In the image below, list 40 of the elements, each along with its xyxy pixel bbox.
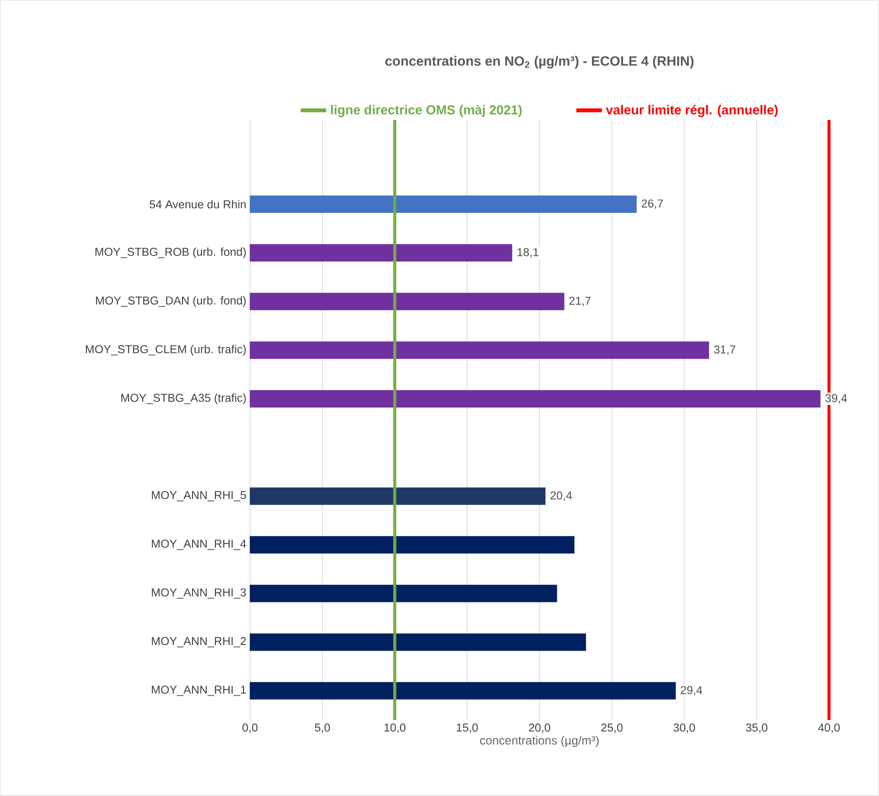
- y-tick-label: MOY_STBG_ROB (urb. fond): [95, 248, 246, 258]
- bar: [250, 633, 586, 651]
- x-tick-label: 5,0: [314, 724, 330, 733]
- y-tick-label: MOY_ANN_RHI_2: [152, 637, 246, 648]
- x-tick-label: 30,0: [674, 724, 695, 733]
- ref-line-label: ligne directrice OMS (màj 2021): [331, 104, 522, 118]
- chart-title: concentrations en NO$_{2}$ (µg/m³) - ECOLE 4 (RHIN): [385, 56, 694, 68]
- y-tick-label: MOY_ANN_RHI_1: [152, 686, 246, 696]
- bar: [250, 584, 558, 602]
- x-tick-label: 15,0: [456, 724, 478, 733]
- data-label: 31,7: [714, 345, 736, 355]
- bar: [250, 244, 512, 262]
- y-tick-label: MOY_ANN_RHI_4: [152, 540, 246, 550]
- x-tick-label: 0,0: [242, 724, 258, 733]
- bar: [250, 536, 574, 554]
- bar: [250, 341, 710, 359]
- x-tick-label: 25,0: [601, 724, 623, 733]
- bar: [250, 292, 564, 310]
- y-tick-label: MOY_STBG_A35 (trafic): [121, 393, 246, 404]
- data-label: 39,4: [825, 394, 847, 404]
- data-label: 20,4: [550, 491, 572, 501]
- y-tick-label: MOY_ANN_RHI_5: [152, 491, 246, 502]
- x-tick-label: 40,0: [818, 724, 840, 733]
- data-label: 26,7: [642, 199, 663, 209]
- x-tick-label: 35,0: [746, 724, 768, 733]
- x-tick-label: 10,0: [384, 724, 406, 733]
- bar: [250, 195, 637, 213]
- ref-line-label: valeur limite régl. (annuelle): [606, 104, 778, 118]
- data-label: 18,1: [518, 248, 538, 258]
- y-tick-label: MOY_STBG_DAN (urb. fond): [96, 296, 246, 307]
- data-label: 21,7: [569, 296, 591, 306]
- y-tick-label: MOY_STBG_CLEM (urb. trafic): [86, 344, 246, 356]
- y-tick-label: MOY_ANN_RHI_3: [152, 588, 246, 599]
- y-tick-label: 54 Avenue du Rhin: [150, 200, 246, 208]
- data-label: 29,4: [680, 686, 702, 696]
- bar: [250, 390, 821, 408]
- bar: [250, 682, 676, 700]
- x-tick-label: 20,0: [528, 724, 550, 733]
- bar: [250, 487, 546, 505]
- x-axis-title: concentrations (µg/m³): [480, 736, 599, 747]
